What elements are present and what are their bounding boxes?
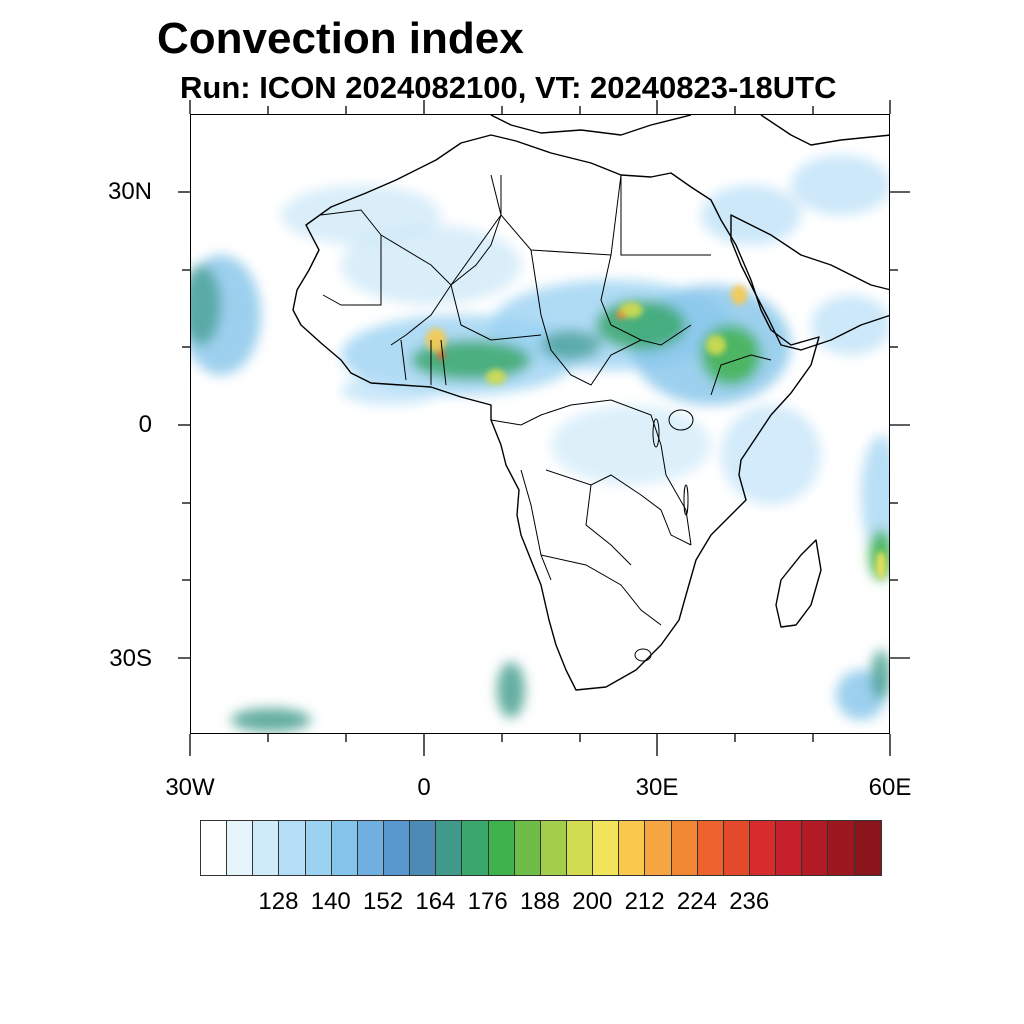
colorbar-swatch <box>436 821 463 875</box>
lon-label-30e: 30E <box>635 774 679 801</box>
colorbar-swatch <box>357 821 384 875</box>
lat-label-eq: 0 <box>138 411 152 438</box>
colorbar-swatch <box>749 821 777 875</box>
lon-label-0: 0 <box>417 774 431 801</box>
colorbar-tick-label: 152 <box>363 888 404 915</box>
colorbar-tick-label: 164 <box>415 888 456 915</box>
colorbar-swatch <box>723 821 750 875</box>
colorbar-swatch <box>253 821 280 875</box>
colorbar-tick-label: 236 <box>729 888 770 915</box>
map-panel[interactable] <box>190 114 890 734</box>
colorbar-tick-label: 200 <box>572 888 613 915</box>
convection-map <box>191 115 889 732</box>
lakes <box>634 409 694 662</box>
colorbar-swatch <box>619 821 646 875</box>
colorbar-swatch <box>279 821 306 875</box>
colorbar-tick-label: 128 <box>258 888 299 915</box>
colorbar-swatch <box>776 821 803 875</box>
colorbar-swatch <box>697 821 724 875</box>
coastlines <box>292 115 889 691</box>
colorbar-swatch <box>383 821 411 875</box>
lat-label-30n: 30N <box>107 178 152 205</box>
country-borders <box>320 174 772 626</box>
convection-field <box>191 155 889 732</box>
colorbar-swatch <box>645 821 672 875</box>
chart-title: Convection index <box>157 14 524 63</box>
colorbar-swatch <box>331 821 358 875</box>
chart-subtitle: Run: ICON 2024082100, VT: 20240823-18UTC <box>180 70 837 105</box>
lon-label-30w: 30W <box>165 774 215 801</box>
colorbar-tick-label: 176 <box>467 888 508 915</box>
colorbar-swatch <box>671 821 698 875</box>
colorbar-swatch <box>802 821 829 875</box>
colorbar-swatch <box>593 821 620 875</box>
colorbar <box>200 820 882 876</box>
lon-label-60e: 60E <box>868 774 912 801</box>
colorbar-tick-label: 212 <box>624 888 665 915</box>
colorbar-swatch <box>540 821 567 875</box>
colorbar-swatch <box>227 821 254 875</box>
colorbar-swatch <box>410 821 437 875</box>
axis-ticks <box>178 100 910 756</box>
colorbar-swatch <box>201 821 228 875</box>
colorbar-swatch <box>854 821 881 875</box>
colorbar-tick-label: 188 <box>519 888 561 915</box>
colorbar-swatch <box>514 821 541 875</box>
colorbar-swatch <box>305 821 332 875</box>
colorbar-tick-label: 224 <box>676 888 717 915</box>
colorbar-swatch <box>828 821 855 875</box>
lat-label-30s: 30S <box>109 645 152 672</box>
colorbar-swatch <box>488 821 515 875</box>
colorbar-tick-label: 140 <box>310 888 351 915</box>
colorbar-swatch <box>462 821 489 875</box>
colorbar-swatch <box>566 821 594 875</box>
